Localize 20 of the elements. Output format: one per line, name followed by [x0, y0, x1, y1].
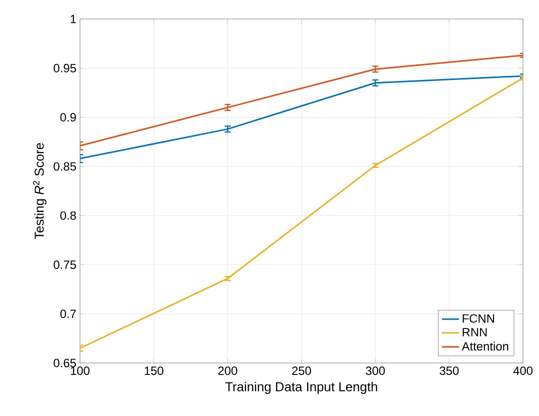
y-tick-label: 0.95 [54, 64, 76, 72]
y-tick-label: 0.65 [54, 358, 76, 368]
y-tick-label: 0.8 [60, 211, 76, 220]
y-axis-title: Testing R$^{2}$ Score [33, 143, 46, 240]
x-tick-label: 400 [513, 366, 533, 375]
y-tick-label: 0.9 [60, 113, 76, 122]
y-tick-label: 1 [70, 14, 76, 24]
x-axis-title: Training Data Input Length [225, 382, 378, 394]
legend-label: Attention [462, 342, 508, 351]
x-tick-label: 300 [366, 366, 385, 375]
y-tick-label: 0.75 [54, 260, 76, 269]
x-tick-label: 350 [440, 366, 459, 375]
y-tick-label: 0.85 [54, 162, 76, 171]
x-tick-label: 100 [70, 366, 90, 375]
x-tick-label: 200 [218, 366, 238, 375]
legend-label: FCNN [462, 314, 494, 323]
x-tick-label: 150 [144, 366, 164, 375]
x-tick-label: 250 [292, 366, 312, 375]
legend-label: RNN [462, 328, 487, 336]
y-tick-label: 0.7 [60, 310, 76, 318]
